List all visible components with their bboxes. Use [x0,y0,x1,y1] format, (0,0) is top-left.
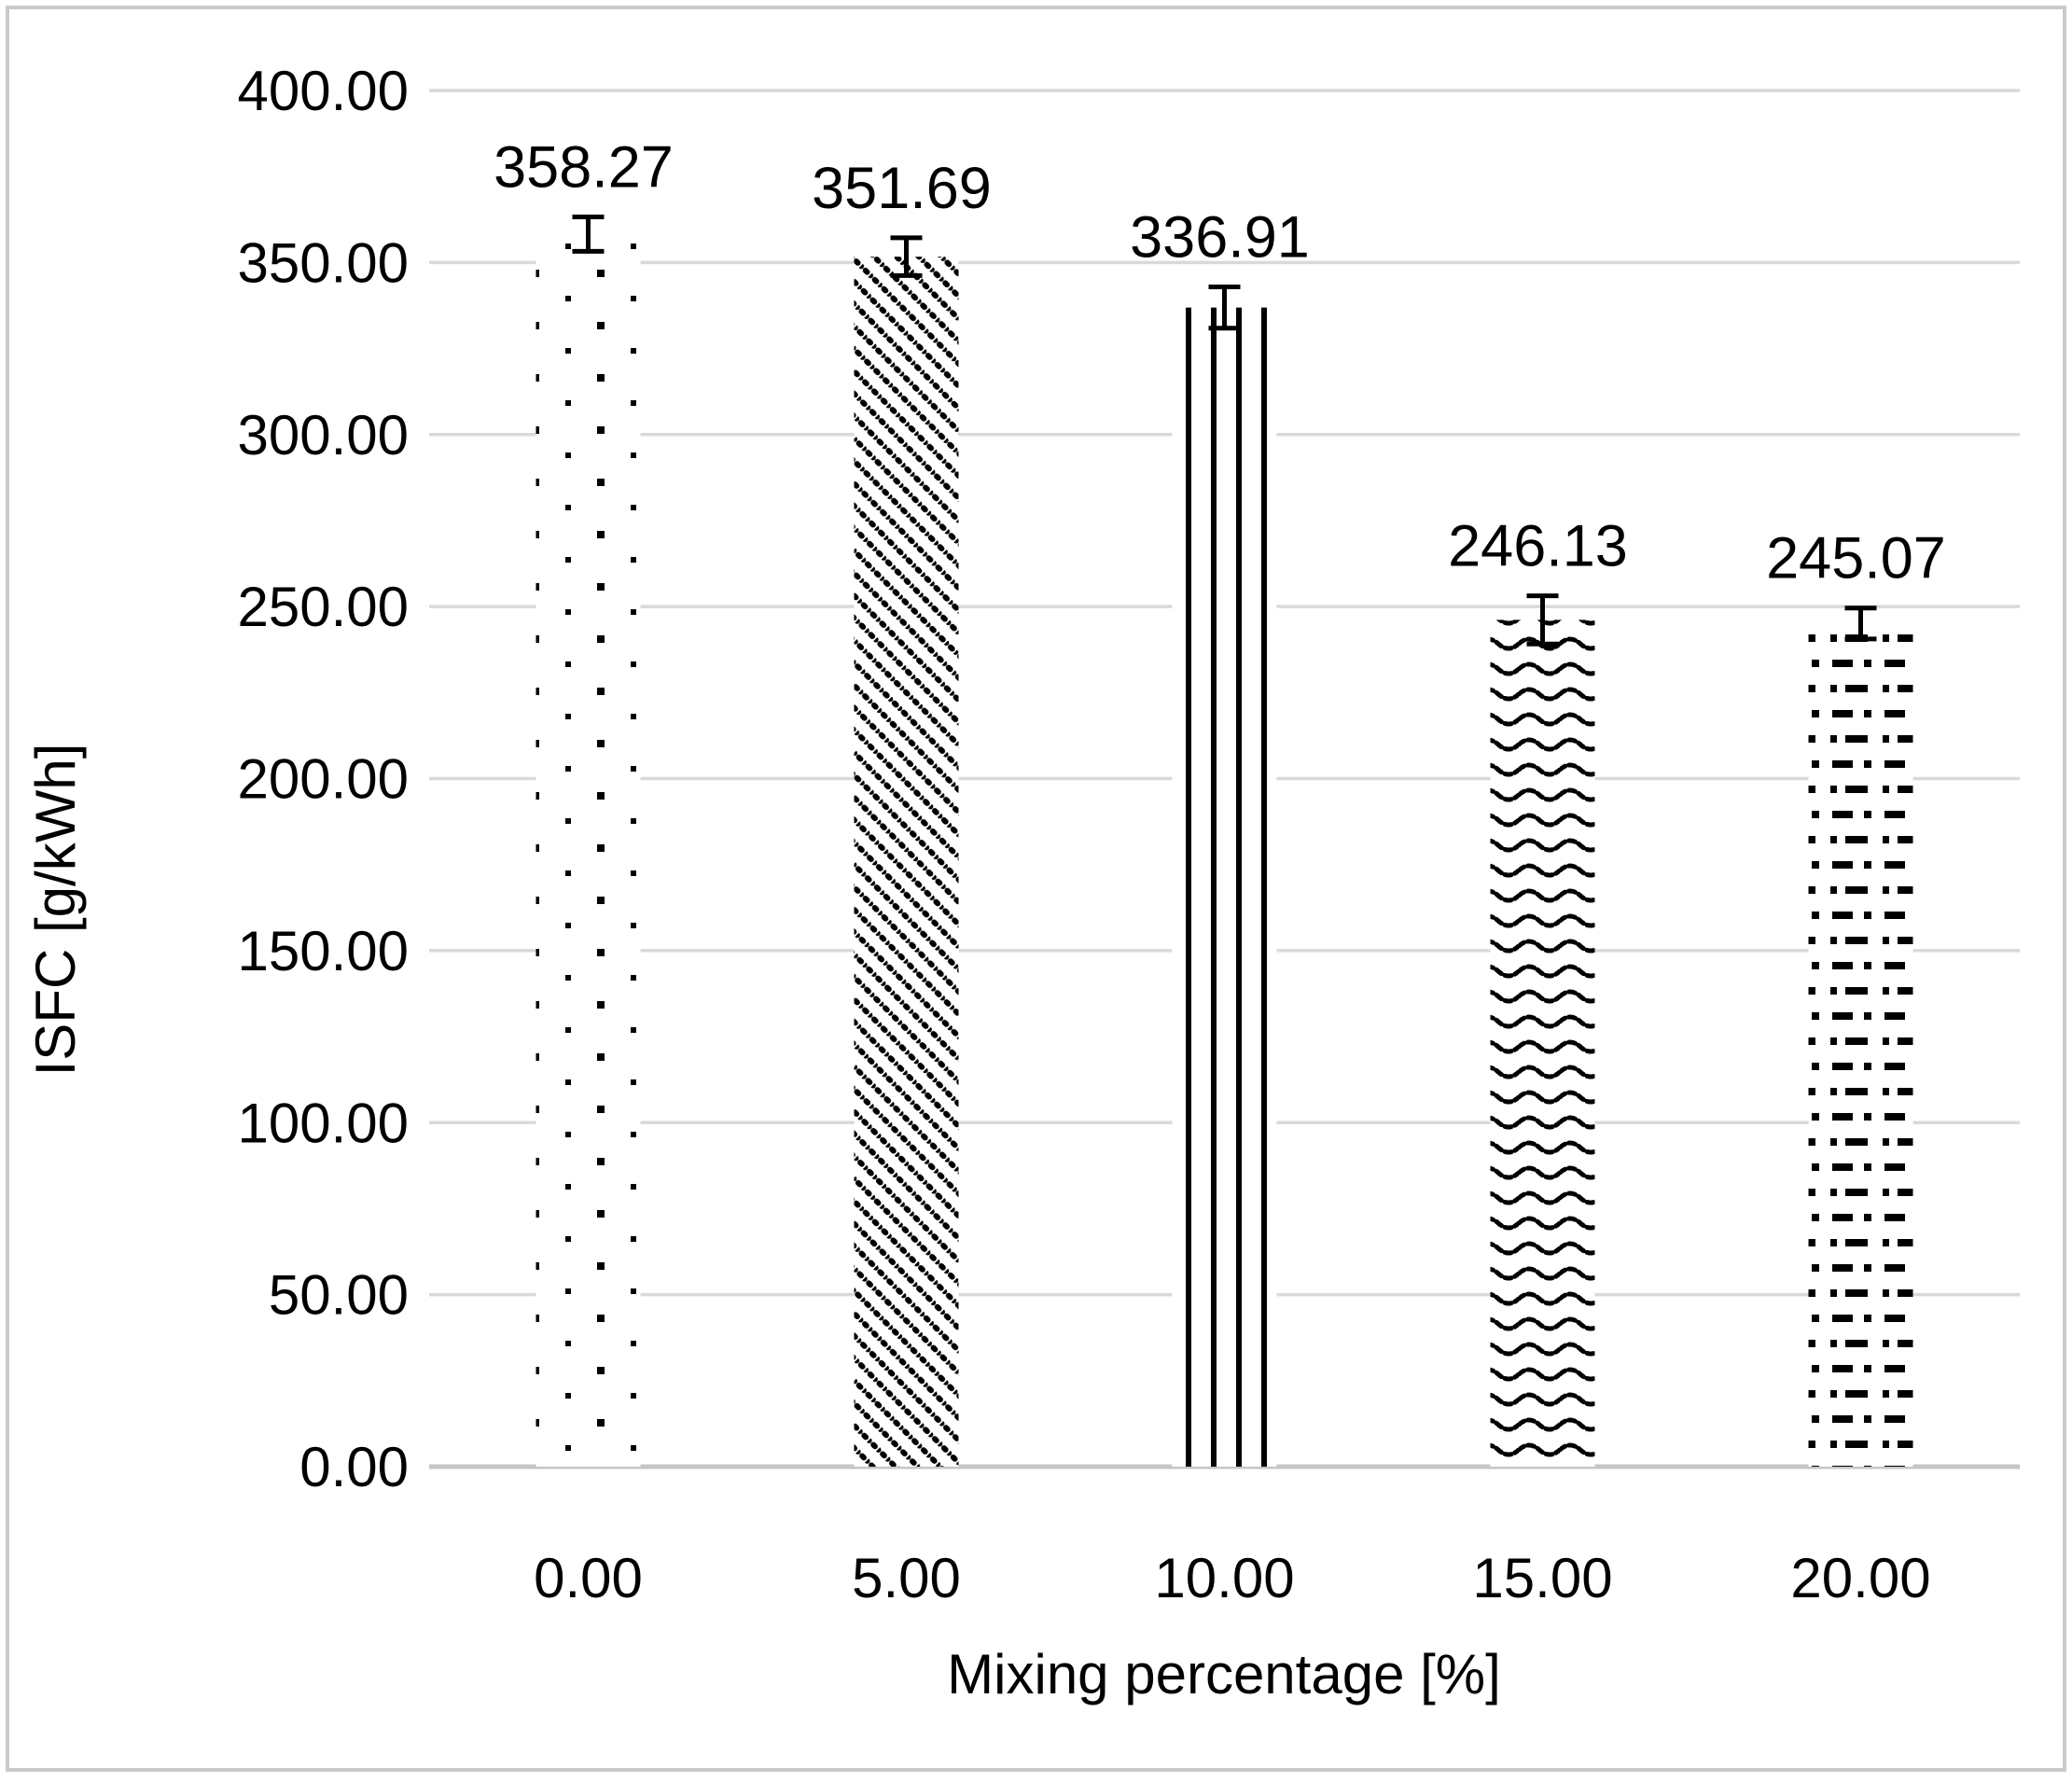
x-tick-label: 15.00 [1472,1547,1612,1609]
y-axis-tick-labels-group: 0.00 50.00 100.00 150.00 200.00 250.00 300.00 3… [237,60,409,1498]
bar-15.00 [1490,620,1595,1467]
x-tick-label: 5.00 [852,1547,961,1609]
bar-10.00 [1172,307,1277,1467]
bar-0.00 [535,233,641,1467]
y-tick-label: 100.00 [237,1092,409,1154]
y-axis-title: ISFC [g/kWh] [24,744,87,1077]
x-tick-label: 10.00 [1154,1547,1294,1609]
bar-value-label: 351.69 [812,156,992,221]
value-labels-group: 358.27 351.69 336.91 246.13 245.07 [494,134,1946,591]
bar-5.00 [854,257,959,1468]
x-tick-label: 20.00 [1790,1547,1930,1609]
x-axis-tick-labels-group: 0.00 5.00 10.00 15.00 20.00 [534,1547,1930,1609]
y-tick-label: 350.00 [237,231,409,294]
bar-value-label: 336.91 [1130,205,1310,271]
y-tick-label: 200.00 [237,748,409,811]
error-bars-group [572,214,1877,647]
bar-20.00 [1808,623,1913,1467]
y-tick-label: 0.00 [299,1436,409,1498]
bar-value-label: 245.07 [1766,526,1946,592]
y-tick-label: 250.00 [237,576,409,638]
y-tick-label: 150.00 [237,920,409,982]
y-tick-label: 400.00 [237,60,409,122]
x-tick-label: 0.00 [534,1547,643,1609]
bar-value-label: 358.27 [494,134,674,200]
y-tick-label: 300.00 [237,404,409,466]
figure-border [6,6,2066,1772]
y-tick-label: 50.00 [269,1264,409,1327]
bar-value-label: 246.13 [1448,514,1628,579]
x-axis-title: Mixing percentage [%] [947,1643,1501,1705]
bars-group [535,233,1913,1468]
